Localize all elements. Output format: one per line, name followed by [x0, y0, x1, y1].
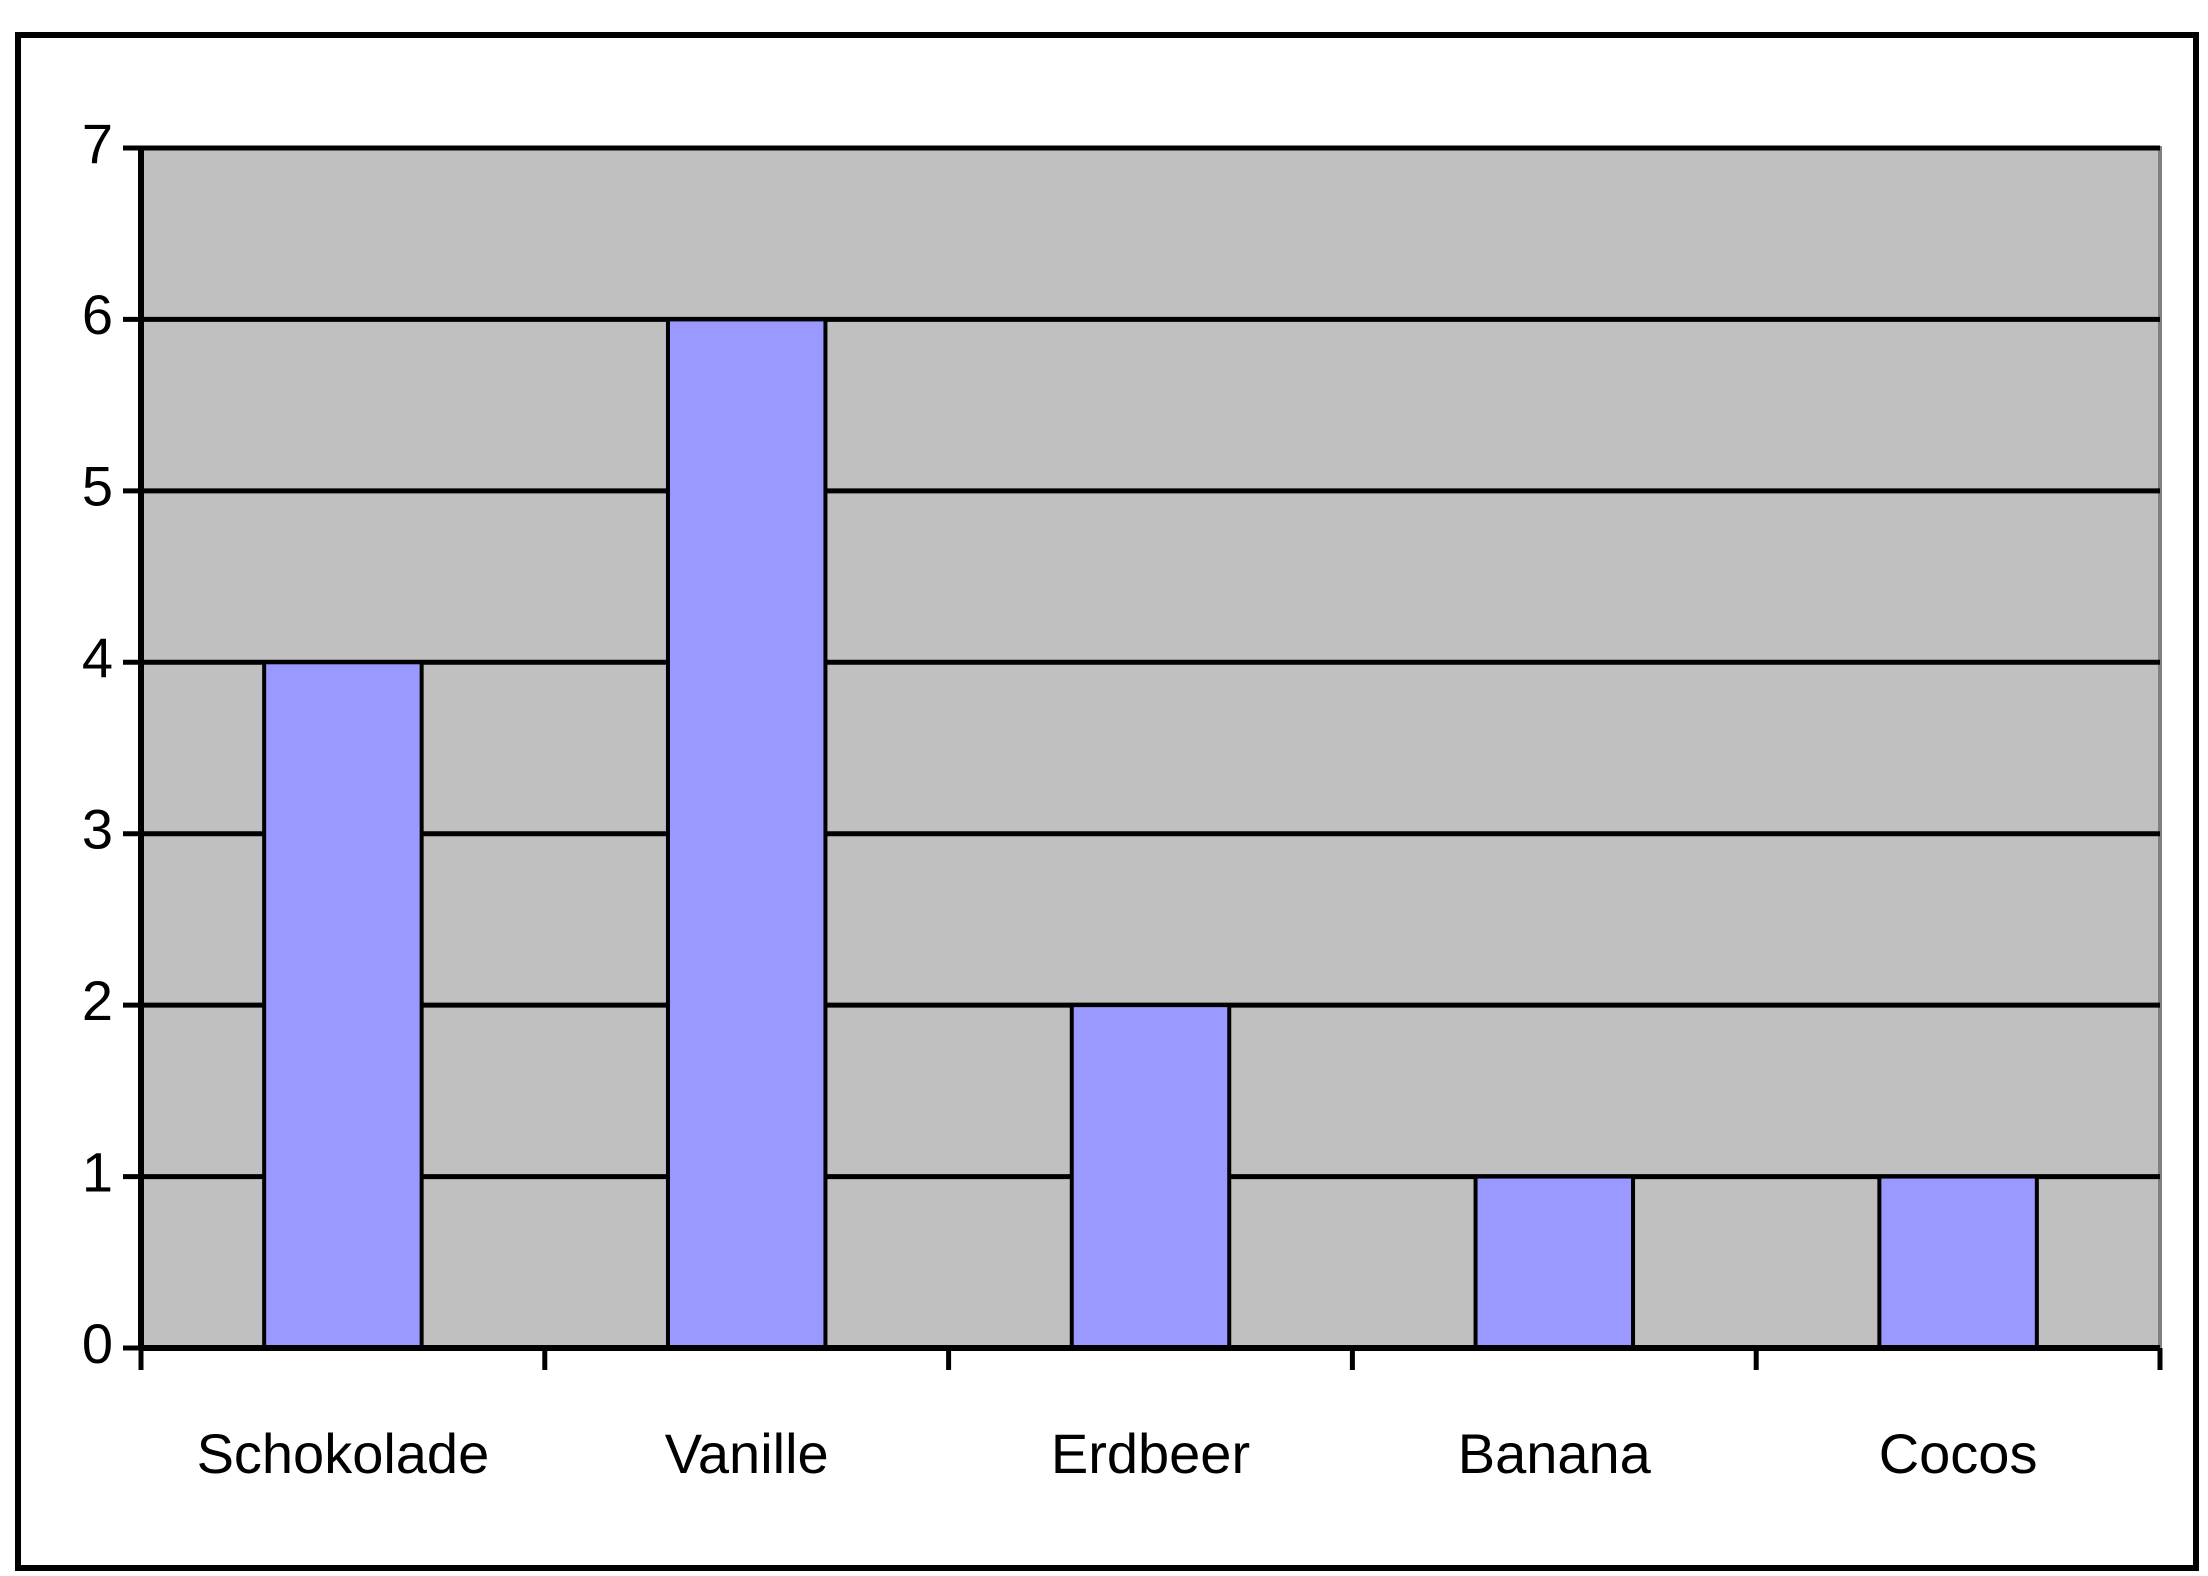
- x-tick-label: Erdbeer: [1051, 1422, 1250, 1485]
- x-tick-label: Cocos: [1879, 1422, 2038, 1485]
- y-tick-label: 6: [82, 283, 113, 346]
- x-tick-label: Vanille: [665, 1422, 829, 1485]
- x-tick-label: Schokolade: [197, 1422, 490, 1485]
- y-tick-label: 0: [82, 1312, 113, 1375]
- bar: [1473, 1174, 1636, 1350]
- y-tick-label: 1: [82, 1140, 113, 1203]
- bar: [1877, 1174, 2039, 1350]
- bar: [1069, 1003, 1232, 1351]
- bar: [665, 317, 828, 1350]
- bar: [262, 660, 424, 1350]
- y-tick-label: 5: [82, 455, 113, 518]
- y-tick-label: 7: [82, 112, 113, 175]
- y-tick-label: 2: [82, 969, 113, 1032]
- x-tick-label: Banana: [1458, 1422, 1652, 1485]
- y-tick-label: 4: [82, 626, 113, 689]
- y-tick-label: 3: [82, 798, 113, 861]
